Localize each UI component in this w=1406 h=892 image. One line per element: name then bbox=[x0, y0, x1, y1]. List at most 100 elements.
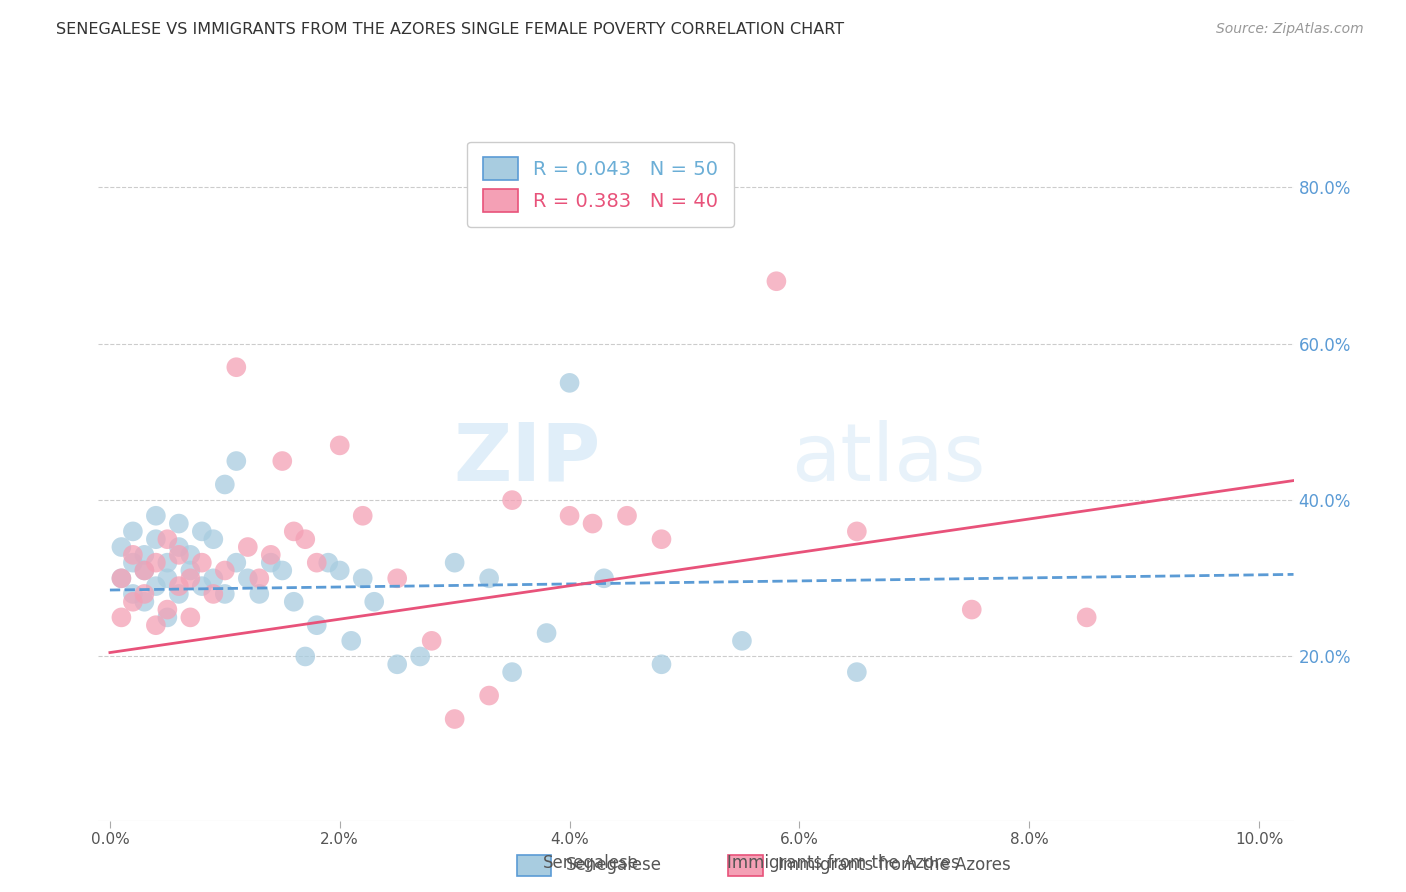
Point bbox=[845, 665, 868, 679]
Point bbox=[214, 564, 236, 578]
Point bbox=[191, 524, 214, 539]
Point bbox=[179, 564, 201, 578]
Point bbox=[214, 587, 236, 601]
Point bbox=[271, 454, 294, 468]
Point bbox=[179, 571, 201, 585]
Point bbox=[134, 564, 156, 578]
Point bbox=[156, 610, 179, 624]
Point bbox=[558, 376, 581, 390]
Point bbox=[420, 633, 443, 648]
Point bbox=[110, 610, 132, 624]
Point bbox=[167, 587, 190, 601]
Point bbox=[329, 438, 352, 452]
Point bbox=[960, 602, 983, 616]
Point bbox=[145, 618, 167, 632]
Point bbox=[122, 587, 145, 601]
Point bbox=[616, 508, 638, 523]
Point bbox=[501, 493, 523, 508]
Point bbox=[145, 556, 167, 570]
Point bbox=[247, 571, 270, 585]
Point bbox=[340, 633, 363, 648]
Legend: R = 0.043   N = 50, R = 0.383   N = 40: R = 0.043 N = 50, R = 0.383 N = 40 bbox=[467, 142, 734, 227]
Point bbox=[225, 454, 247, 468]
Text: SENEGALESE VS IMMIGRANTS FROM THE AZORES SINGLE FEMALE POVERTY CORRELATION CHART: SENEGALESE VS IMMIGRANTS FROM THE AZORES… bbox=[56, 22, 845, 37]
Text: Immigrants from the Azores: Immigrants from the Azores bbox=[727, 855, 960, 872]
Point bbox=[501, 665, 523, 679]
Point bbox=[145, 532, 167, 546]
Point bbox=[650, 532, 672, 546]
Point bbox=[536, 626, 558, 640]
Point bbox=[191, 579, 214, 593]
Point bbox=[352, 571, 374, 585]
Point bbox=[202, 532, 225, 546]
Point bbox=[247, 587, 270, 601]
Point bbox=[385, 657, 409, 672]
Point bbox=[294, 649, 316, 664]
Point bbox=[731, 633, 754, 648]
Y-axis label: Single Female Poverty: Single Female Poverty bbox=[0, 381, 8, 565]
Point bbox=[478, 689, 501, 703]
Text: Senegalese: Senegalese bbox=[565, 856, 662, 874]
Point bbox=[225, 556, 247, 570]
Point bbox=[236, 571, 259, 585]
Point bbox=[329, 564, 352, 578]
Point bbox=[271, 564, 294, 578]
Point bbox=[134, 548, 156, 562]
Text: atlas: atlas bbox=[792, 420, 986, 498]
Point bbox=[110, 540, 132, 554]
Point bbox=[225, 360, 247, 375]
Point bbox=[191, 556, 214, 570]
Point bbox=[110, 571, 132, 585]
Point bbox=[443, 556, 465, 570]
Point bbox=[294, 532, 316, 546]
Point bbox=[283, 524, 305, 539]
Point bbox=[1076, 610, 1098, 624]
Point bbox=[134, 564, 156, 578]
Point bbox=[122, 524, 145, 539]
Point bbox=[179, 548, 201, 562]
Point bbox=[145, 508, 167, 523]
Point bbox=[122, 548, 145, 562]
Point bbox=[283, 595, 305, 609]
Point bbox=[167, 516, 190, 531]
Text: Source: ZipAtlas.com: Source: ZipAtlas.com bbox=[1216, 22, 1364, 37]
Point bbox=[167, 579, 190, 593]
Point bbox=[122, 556, 145, 570]
Point bbox=[478, 571, 501, 585]
Point bbox=[156, 556, 179, 570]
Point bbox=[593, 571, 616, 585]
Point bbox=[156, 571, 179, 585]
Point bbox=[305, 618, 328, 632]
Point bbox=[363, 595, 385, 609]
Point bbox=[122, 595, 145, 609]
Point bbox=[145, 579, 167, 593]
Point bbox=[214, 477, 236, 491]
Point bbox=[765, 274, 787, 288]
Point bbox=[581, 516, 603, 531]
Point bbox=[156, 532, 179, 546]
Point bbox=[134, 587, 156, 601]
Point bbox=[385, 571, 409, 585]
FancyBboxPatch shape bbox=[728, 855, 762, 876]
Point bbox=[316, 556, 339, 570]
Text: ZIP: ZIP bbox=[453, 420, 600, 498]
Point bbox=[558, 508, 581, 523]
Point bbox=[202, 587, 225, 601]
Point bbox=[236, 540, 259, 554]
Text: Immigrants from the Azores: Immigrants from the Azores bbox=[778, 856, 1011, 874]
Text: Senegalese: Senegalese bbox=[543, 855, 638, 872]
Point bbox=[156, 602, 179, 616]
Point bbox=[305, 556, 328, 570]
Point bbox=[134, 595, 156, 609]
Point bbox=[110, 571, 132, 585]
Point bbox=[409, 649, 432, 664]
FancyBboxPatch shape bbox=[517, 855, 551, 876]
Point bbox=[167, 540, 190, 554]
Point bbox=[202, 571, 225, 585]
Point bbox=[845, 524, 868, 539]
Point bbox=[352, 508, 374, 523]
Point bbox=[443, 712, 465, 726]
Point bbox=[179, 610, 201, 624]
Point bbox=[260, 556, 283, 570]
Point bbox=[167, 548, 190, 562]
